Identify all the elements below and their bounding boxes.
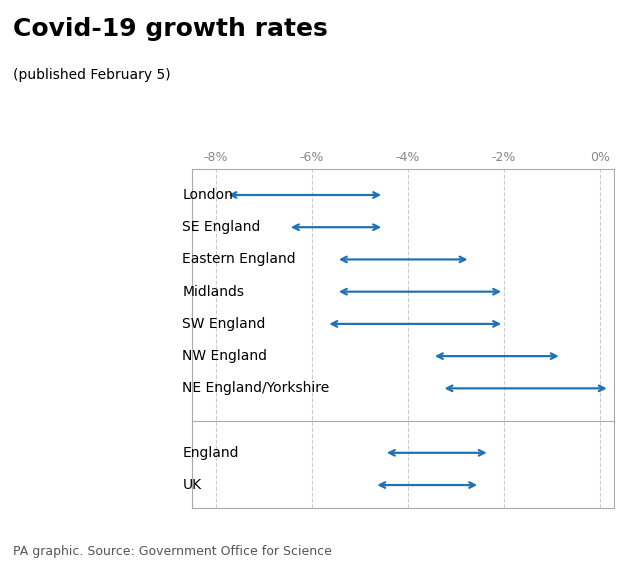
Text: England: England [182, 446, 239, 460]
Text: Eastern England: Eastern England [182, 253, 296, 266]
Text: Covid-19 growth rates: Covid-19 growth rates [13, 17, 328, 41]
Text: NW England: NW England [182, 349, 268, 363]
Text: SW England: SW England [182, 317, 266, 331]
Text: SE England: SE England [182, 220, 260, 234]
Text: Midlands: Midlands [182, 285, 244, 299]
Text: (published February 5): (published February 5) [13, 68, 170, 82]
Text: London: London [182, 188, 233, 202]
Text: NE England/Yorkshire: NE England/Yorkshire [182, 381, 330, 395]
Text: PA graphic. Source: Government Office for Science: PA graphic. Source: Government Office fo… [13, 545, 332, 558]
Text: UK: UK [182, 478, 202, 492]
